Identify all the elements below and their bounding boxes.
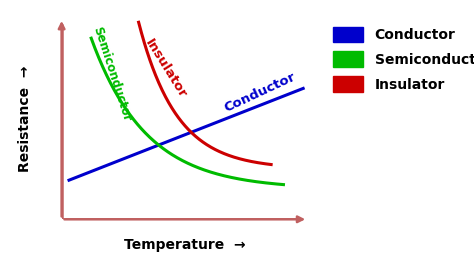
Text: Conductor: Conductor — [222, 70, 297, 115]
Text: Resistance  →: Resistance → — [18, 66, 32, 172]
Text: Semiconductor: Semiconductor — [91, 25, 134, 124]
Text: Insulator: Insulator — [142, 36, 189, 100]
Text: Temperature  →: Temperature → — [124, 238, 246, 253]
Legend: Conductor, Semiconductor, Insulator: Conductor, Semiconductor, Insulator — [328, 21, 474, 97]
